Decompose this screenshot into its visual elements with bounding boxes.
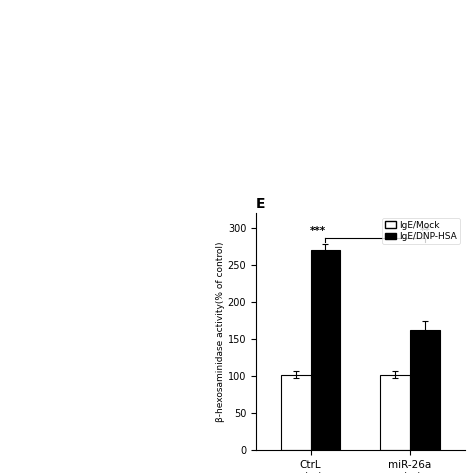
- Bar: [310, 250, 340, 450]
- Y-axis label: β-hexosaminidase activity(% of control): β-hexosaminidase activity(% of control): [216, 242, 225, 422]
- Legend: IgE/Mock, IgE/DNP-HSA: IgE/Mock, IgE/DNP-HSA: [383, 218, 460, 244]
- Text: **: **: [419, 226, 430, 236]
- Bar: [380, 375, 410, 450]
- Bar: [281, 375, 310, 450]
- Text: ***: ***: [310, 226, 326, 236]
- Bar: [410, 330, 440, 450]
- Text: E: E: [256, 197, 265, 211]
